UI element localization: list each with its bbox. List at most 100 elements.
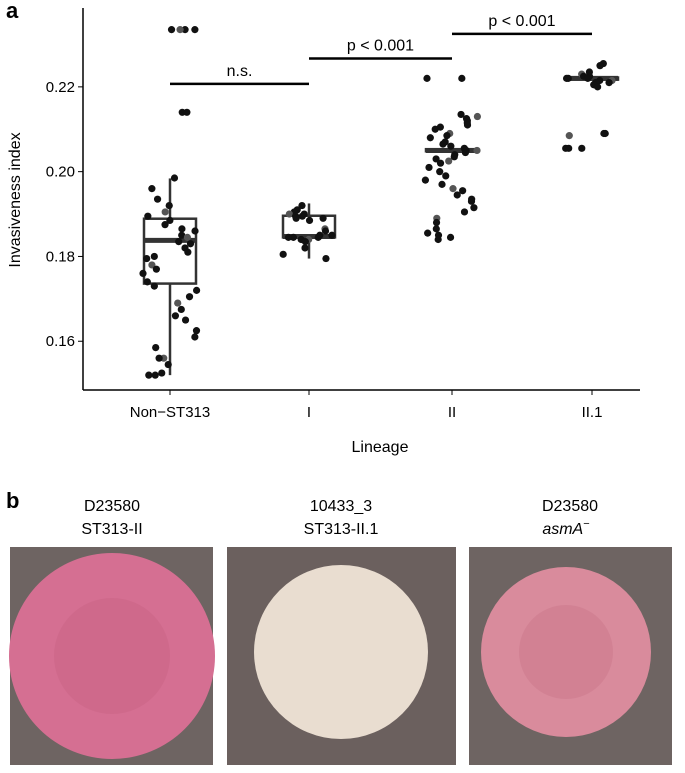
data-point: [185, 293, 194, 301]
significance-label: n.s.: [227, 63, 253, 80]
data-point: [143, 254, 151, 263]
data-point: [298, 201, 306, 210]
data-point: [145, 371, 153, 379]
panel-label: a: [6, 0, 19, 23]
data-point: [150, 282, 158, 290]
data-point: [192, 286, 201, 294]
data-point: [600, 129, 608, 138]
colony-center: [54, 598, 170, 714]
plate-title: asmA−: [542, 518, 589, 538]
gene-name: asmA: [542, 521, 583, 538]
data-point: [170, 174, 179, 182]
data-point: [151, 371, 159, 379]
data-point: [460, 208, 469, 216]
data-point: [445, 157, 453, 165]
data-point: [578, 144, 586, 152]
data-point: [301, 244, 309, 252]
data-point: [314, 233, 322, 241]
data-point: [596, 62, 604, 70]
superscript: −: [583, 518, 589, 530]
x-tick-label: I: [307, 404, 311, 421]
significance-label: p < 0.001: [347, 37, 414, 54]
panel-label: b: [6, 488, 19, 513]
data-point: [285, 210, 293, 218]
data-point: [191, 227, 199, 235]
y-tick-label: 0.22: [46, 79, 75, 96]
data-point: [152, 265, 160, 273]
data-point: [565, 132, 573, 140]
data-point: [594, 83, 602, 91]
data-point: [449, 185, 457, 193]
data-point: [426, 134, 434, 142]
data-point: [425, 163, 433, 172]
data-point: [181, 26, 189, 34]
plate-title: 10433_3: [310, 498, 372, 515]
data-point: [436, 168, 444, 176]
data-point: [144, 212, 152, 220]
data-point: [176, 26, 184, 34]
data-point: [421, 176, 430, 184]
y-tick-label: 0.16: [46, 333, 75, 350]
x-tick-label: Non−ST313: [130, 404, 210, 421]
data-point: [186, 240, 195, 248]
data-point: [148, 261, 156, 269]
data-point: [305, 216, 314, 225]
data-point: [289, 233, 298, 241]
data-point: [165, 201, 173, 210]
data-point: [167, 26, 176, 34]
data-point: [166, 216, 174, 225]
data-point: [178, 231, 186, 239]
data-point: [436, 159, 445, 167]
colony: [254, 565, 428, 739]
data-point: [150, 252, 158, 261]
x-tick-label: II.1: [582, 404, 603, 421]
y-axis-title: Invasiveness index: [7, 132, 24, 267]
data-point: [171, 312, 180, 320]
y-tick-label: 0.18: [46, 248, 75, 265]
data-point: [191, 26, 199, 34]
data-point: [301, 238, 309, 246]
data-point: [432, 218, 441, 227]
plate-title: ST313-II.1: [304, 521, 379, 538]
data-point: [319, 214, 327, 222]
data-point: [605, 79, 613, 87]
data-point: [148, 185, 156, 193]
data-point: [438, 180, 446, 188]
colony-center: [519, 605, 613, 699]
data-point: [467, 197, 476, 205]
data-point: [183, 233, 191, 241]
data-point: [459, 187, 467, 195]
data-point: [184, 248, 192, 256]
x-axis-title: Lineage: [352, 439, 409, 456]
data-point: [279, 250, 287, 258]
data-point: [453, 191, 461, 199]
data-point: [434, 235, 442, 244]
data-point: [284, 233, 293, 241]
plate-title: D23580: [542, 498, 598, 515]
data-point: [447, 142, 455, 150]
data-point: [473, 112, 482, 121]
data-point: [164, 360, 172, 369]
data-point: [161, 208, 169, 216]
data-point: [177, 305, 185, 314]
data-point: [155, 354, 163, 362]
data-point: [584, 74, 592, 82]
plate-title: D23580: [84, 498, 140, 515]
data-point: [442, 172, 450, 180]
data-point: [191, 333, 199, 341]
data-point: [183, 108, 191, 116]
data-point: [139, 269, 147, 278]
plate-title: ST313-II: [81, 521, 142, 538]
data-point: [473, 146, 481, 155]
data-point: [446, 233, 455, 241]
data-point: [461, 148, 470, 157]
y-tick-label: 0.20: [46, 164, 75, 181]
data-point: [458, 74, 466, 82]
plate-photos: [9, 547, 672, 765]
data-point: [322, 254, 330, 263]
data-point: [565, 144, 573, 152]
data-point: [143, 278, 151, 286]
data-point: [463, 121, 472, 129]
data-point: [424, 229, 432, 237]
data-point: [178, 225, 186, 233]
